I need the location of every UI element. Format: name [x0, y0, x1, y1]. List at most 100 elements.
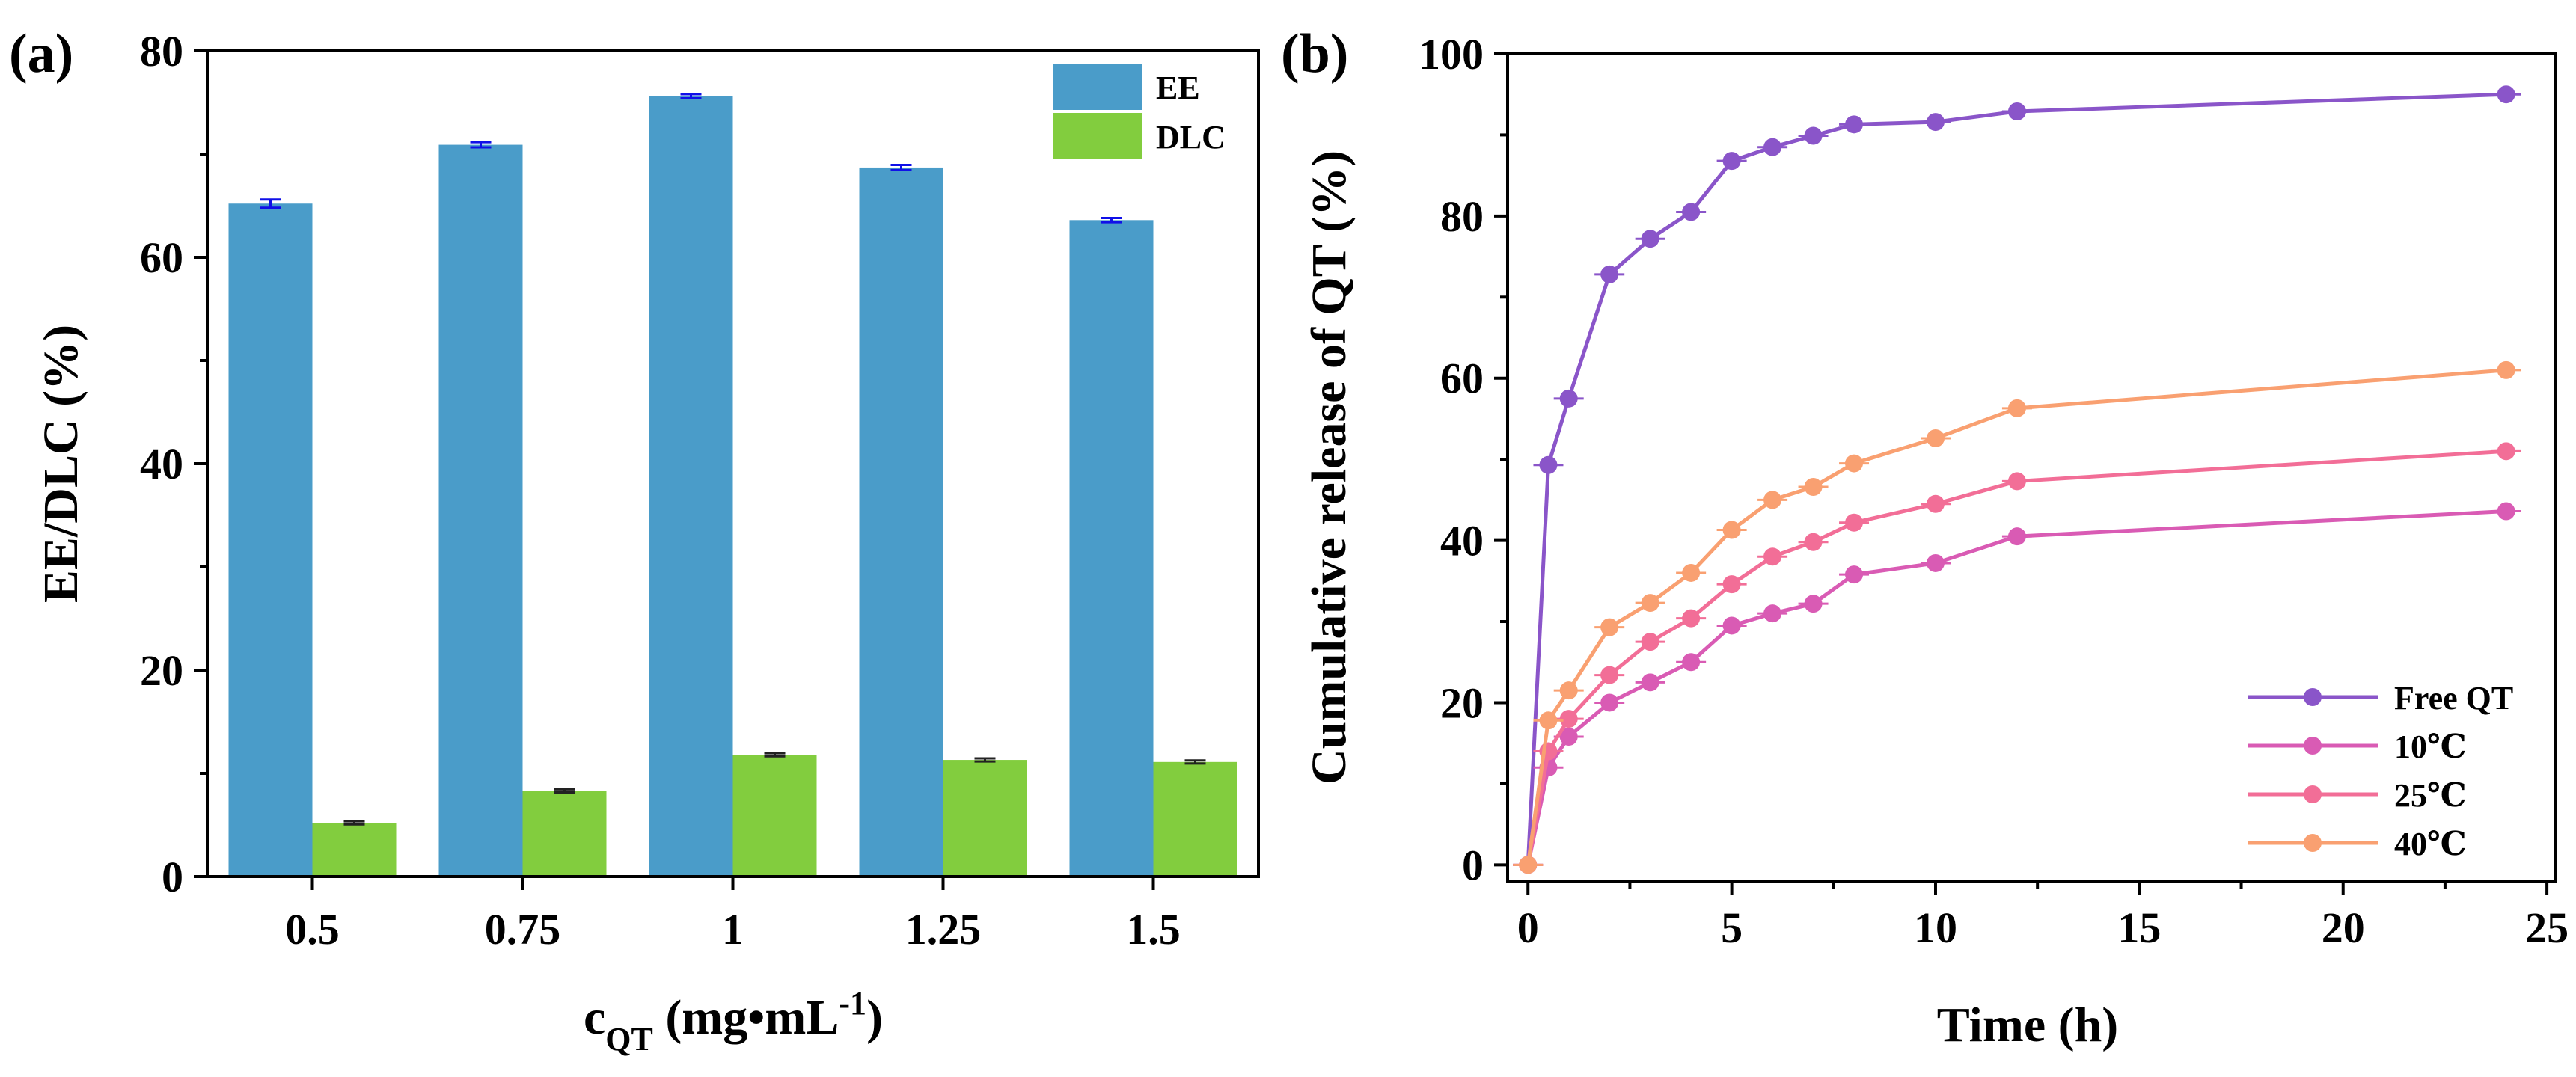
y-tick-label: 0 — [162, 853, 183, 901]
data-point — [1763, 491, 1782, 509]
chart-b: 0 20 40 60 80 100 0 5 10 15 20 25 Cumulative relea… — [1302, 30, 2569, 1052]
x-tick-label: 5 — [1721, 903, 1743, 952]
data-point — [1600, 265, 1619, 283]
x-axis-title: Time (h) — [1937, 998, 2119, 1052]
y-tick-label: 100 — [1419, 30, 1484, 79]
x-tick-label: 0.5 — [285, 905, 340, 954]
data-point — [1682, 563, 1701, 582]
data-point — [1600, 618, 1619, 636]
x-title-sub: QT — [605, 1021, 653, 1058]
x-tick-label: 25 — [2525, 903, 2569, 952]
legend-label-25c: 25℃ — [2394, 777, 2467, 814]
y-tick-label: 40 — [1440, 517, 1484, 565]
data-point — [1845, 115, 1864, 134]
x-title-sup: -1 — [839, 985, 866, 1022]
series-1 — [1513, 502, 2521, 874]
series-2 — [1513, 442, 2521, 874]
data-point — [1845, 513, 1864, 532]
series-line — [1526, 509, 2506, 865]
legend-marker-10c — [2304, 737, 2322, 755]
x-tick-label: 15 — [2117, 903, 2161, 952]
bar-ee-0.75 — [438, 144, 523, 877]
data-point — [1641, 594, 1659, 613]
x-tick-label: 0 — [1517, 903, 1539, 952]
legend-label-dlc: DLC — [1156, 119, 1226, 156]
bar-ee-1 — [649, 96, 733, 877]
data-point — [1804, 126, 1823, 145]
data-point — [2007, 102, 2026, 120]
legend-label-free-qt: Free QT — [2394, 680, 2513, 717]
data-point — [1519, 856, 1538, 874]
data-point — [1722, 521, 1741, 539]
y-axis: 0 20 40 60 80 100 — [1419, 30, 1508, 889]
data-point — [1641, 230, 1659, 248]
bar-dlc-0.75 — [522, 791, 607, 877]
data-point — [1722, 616, 1741, 635]
data-point — [2007, 399, 2026, 417]
bar-ee-0.5 — [228, 203, 313, 877]
x-title-units: (mg•mL — [653, 990, 839, 1045]
panel-b-label: (b) — [1281, 23, 1348, 85]
y-axis-title: Cumulative release of QT (%) — [1302, 150, 1356, 785]
data-point — [1722, 575, 1741, 594]
y-tick-label: 40 — [140, 440, 183, 488]
data-point — [1926, 429, 1945, 447]
legend-marker-25c — [2304, 785, 2322, 803]
data-point — [1926, 494, 1945, 513]
bar-dlc-1.5 — [1153, 761, 1237, 877]
series-3 — [1513, 360, 2521, 874]
y-tick-label: 0 — [1462, 841, 1484, 889]
bar-dlc-0.5 — [312, 823, 397, 877]
y-tick-label: 20 — [1440, 678, 1484, 727]
x-title-close: ) — [866, 990, 883, 1045]
data-point — [1539, 711, 1558, 730]
data-point — [2497, 442, 2515, 461]
data-point — [1641, 633, 1659, 651]
x-axis: 0.5 0.75 1 1.25 1.5 — [285, 877, 1181, 954]
data-point — [1539, 455, 1558, 474]
x-tick-label: 0.75 — [485, 905, 561, 954]
data-point — [1559, 389, 1578, 408]
x-tick-label: 20 — [2322, 903, 2365, 952]
series-0 — [1513, 85, 2521, 874]
data-point — [1682, 609, 1701, 628]
data-point — [1926, 113, 1945, 132]
y-tick-label: 20 — [140, 646, 183, 695]
x-title-main: c — [584, 990, 605, 1045]
data-point — [1600, 693, 1619, 712]
x-axis: 0 5 10 15 20 25 — [1517, 881, 2569, 952]
y-tick-label: 80 — [1440, 192, 1484, 241]
x-tick-label: 1.5 — [1126, 905, 1181, 954]
legend: EE DLC — [1053, 64, 1226, 159]
bar-ee-1.5 — [1069, 220, 1154, 877]
data-point — [1804, 478, 1823, 497]
data-point — [1682, 203, 1701, 221]
bar-dlc-1.25 — [943, 760, 1027, 877]
data-point — [1682, 653, 1701, 672]
x-axis-title: cQT (mg•mL-1) — [584, 985, 883, 1058]
data-point — [1804, 533, 1823, 551]
y-tick-label: 60 — [1440, 355, 1484, 403]
data-point — [1763, 138, 1782, 156]
error-bar-group — [260, 93, 1206, 826]
legend-swatch-ee — [1053, 64, 1142, 110]
legend-label-10c: 10℃ — [2394, 728, 2467, 765]
x-tick-label: 10 — [1914, 903, 1957, 952]
data-point — [1641, 673, 1659, 692]
data-point — [1763, 604, 1782, 623]
data-point — [1722, 152, 1741, 171]
bar-group — [228, 96, 1237, 877]
x-tick-label: 1 — [722, 905, 744, 954]
bar-ee-1.25 — [859, 167, 943, 877]
data-point — [1763, 547, 1782, 566]
data-point — [2497, 85, 2515, 104]
data-point — [1926, 553, 1945, 572]
data-point — [1559, 727, 1578, 746]
data-point — [1804, 595, 1823, 613]
data-point — [1845, 454, 1864, 473]
data-point — [2497, 502, 2515, 521]
y-tick-label: 80 — [140, 27, 183, 76]
legend-label-40c: 40℃ — [2394, 826, 2467, 862]
series-line — [1526, 449, 2506, 865]
